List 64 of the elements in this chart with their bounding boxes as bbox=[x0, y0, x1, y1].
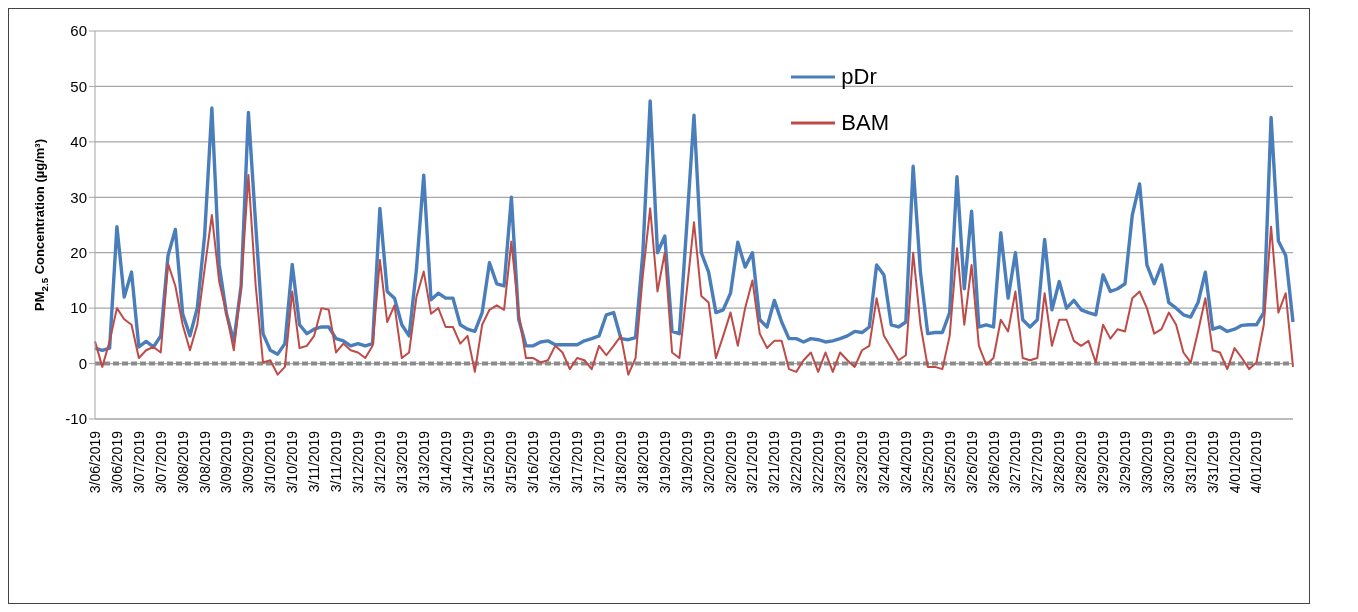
x-tick-label: 3/08/2019 bbox=[174, 430, 191, 494]
y-tick-label: 0 bbox=[78, 354, 87, 372]
x-tick-label: 3/19/2019 bbox=[678, 430, 695, 494]
x-tick-label: 3/10/2019 bbox=[284, 430, 301, 494]
x-tick-label: 3/14/2019 bbox=[437, 430, 454, 494]
x-tick-label: 3/22/2019 bbox=[788, 430, 805, 494]
x-tick-label: 3/20/2019 bbox=[700, 430, 717, 494]
y-tick-label: 50 bbox=[70, 77, 87, 95]
x-tick-label: 3/12/2019 bbox=[371, 430, 388, 494]
x-tick-label: 3/15/2019 bbox=[503, 430, 520, 494]
x-tick-label: 3/06/2019 bbox=[87, 430, 103, 494]
x-tick-label: 3/25/2019 bbox=[919, 430, 936, 494]
x-tick-label: 3/25/2019 bbox=[941, 430, 958, 494]
x-tick-label: 3/23/2019 bbox=[832, 430, 849, 494]
x-tick-label: 3/11/2019 bbox=[328, 430, 345, 493]
x-tick-label: 3/24/2019 bbox=[875, 430, 892, 494]
x-tick-label: 3/31/2019 bbox=[1204, 430, 1221, 494]
x-tick-label: 3/30/2019 bbox=[1160, 430, 1177, 494]
x-tick-label: 3/28/2019 bbox=[1051, 430, 1068, 494]
x-tick-label: 3/20/2019 bbox=[722, 430, 739, 494]
x-tick-label: 3/08/2019 bbox=[196, 430, 213, 494]
x-tick-label: 3/17/2019 bbox=[591, 430, 608, 494]
x-tick-label: 3/12/2019 bbox=[349, 430, 366, 494]
y-tick-label: 20 bbox=[70, 244, 87, 262]
y-tick-label: 40 bbox=[70, 133, 87, 151]
legend-label: pDr bbox=[841, 64, 877, 90]
y-tick-label: 60 bbox=[70, 22, 87, 40]
x-tick-label: 4/01/2019 bbox=[1248, 430, 1265, 494]
x-tick-label: 3/15/2019 bbox=[481, 430, 498, 494]
x-tick-label: 3/18/2019 bbox=[634, 430, 651, 494]
x-tick-label: 3/13/2019 bbox=[393, 430, 410, 494]
x-tick-label: 3/19/2019 bbox=[656, 430, 673, 494]
x-tick-label: 3/23/2019 bbox=[854, 430, 871, 494]
x-tick-label: 3/16/2019 bbox=[525, 430, 542, 494]
x-tick-label: 3/14/2019 bbox=[459, 430, 476, 494]
x-tick-label: 3/18/2019 bbox=[612, 430, 629, 494]
x-tick-label: 3/07/2019 bbox=[152, 430, 169, 494]
x-tick-label: 3/16/2019 bbox=[547, 430, 564, 494]
x-tick-label: 3/09/2019 bbox=[218, 430, 235, 494]
x-tick-label: 3/21/2019 bbox=[766, 430, 783, 494]
x-tick-label: 3/29/2019 bbox=[1116, 430, 1133, 494]
x-tick-label: 3/11/2019 bbox=[306, 430, 323, 493]
x-tick-label: 3/10/2019 bbox=[262, 430, 279, 494]
x-tick-label: 3/22/2019 bbox=[810, 430, 827, 494]
x-tick-label: 3/26/2019 bbox=[985, 430, 1002, 494]
x-tick-label: 3/13/2019 bbox=[415, 430, 432, 494]
x-tick-label: 3/29/2019 bbox=[1095, 430, 1112, 494]
y-tick-label: 10 bbox=[70, 299, 87, 317]
x-tick-label: 3/30/2019 bbox=[1138, 430, 1155, 494]
x-tick-label: 4/01/2019 bbox=[1226, 430, 1243, 494]
x-tick-label: 3/06/2019 bbox=[108, 430, 125, 494]
y-tick-label: -10 bbox=[65, 410, 87, 428]
x-tick-label: 3/27/2019 bbox=[1029, 430, 1046, 494]
legend-label: BAM bbox=[841, 110, 889, 136]
x-tick-label: 3/17/2019 bbox=[569, 430, 586, 494]
x-tick-label: 3/31/2019 bbox=[1182, 430, 1199, 494]
x-tick-label: 3/27/2019 bbox=[1007, 430, 1024, 494]
x-tick-label: 3/26/2019 bbox=[963, 430, 980, 494]
x-tick-label: 3/21/2019 bbox=[744, 430, 761, 494]
x-tick-label: 3/09/2019 bbox=[240, 430, 257, 494]
x-tick-label: 3/07/2019 bbox=[130, 430, 147, 494]
x-tick-label: 3/24/2019 bbox=[897, 430, 914, 494]
y-tick-label: 30 bbox=[70, 188, 87, 206]
x-tick-label: 3/28/2019 bbox=[1073, 430, 1090, 494]
